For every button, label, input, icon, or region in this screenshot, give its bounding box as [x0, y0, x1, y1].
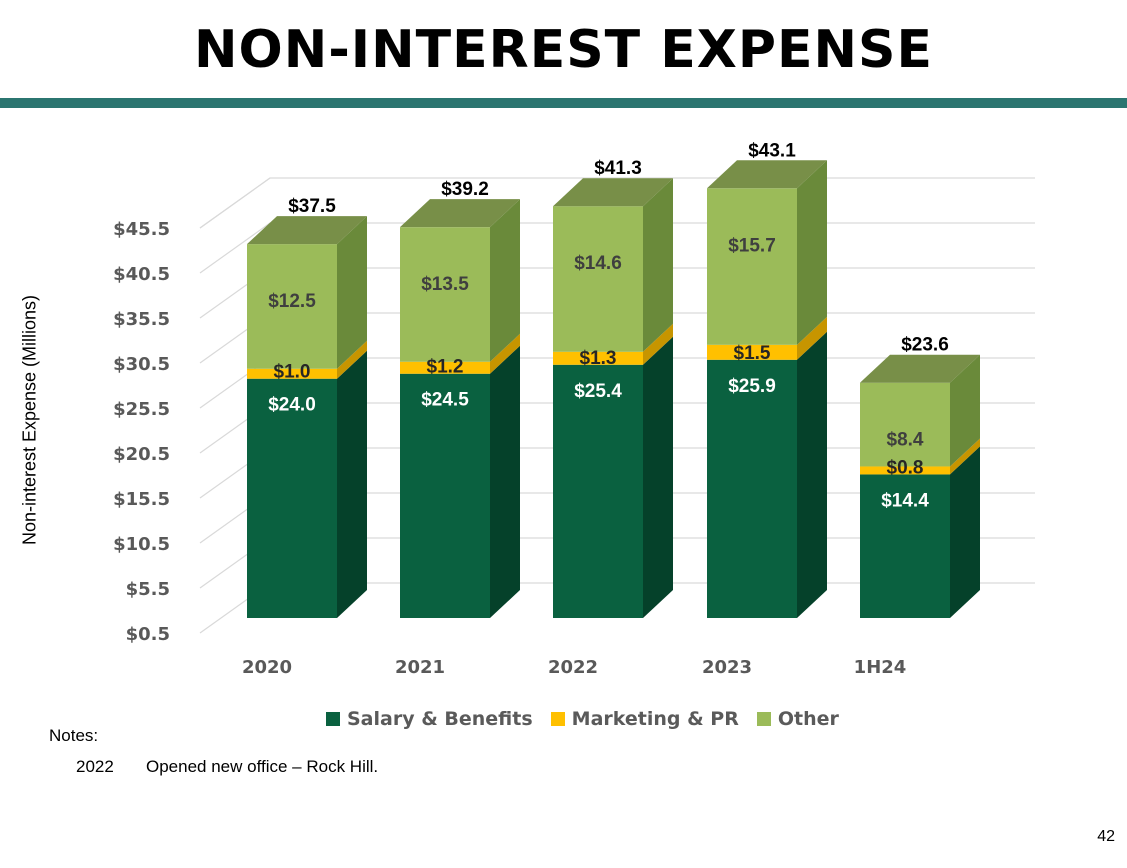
bar-segment-front [707, 359, 797, 618]
bar-top-face [707, 160, 827, 189]
notes-heading: Notes: [49, 726, 99, 745]
x-tick-label: 2023 [702, 657, 752, 678]
data-label: $8.4 [887, 430, 924, 451]
data-label: $24.0 [268, 395, 316, 416]
note-text: Opened new office – Rock Hill. [146, 757, 379, 776]
bar-segment-side [337, 350, 367, 618]
total-label: $37.5 [288, 196, 336, 217]
y-tick-label: $45.5 [113, 219, 170, 240]
bar-segment-side [643, 323, 673, 365]
legend-item-salary: Salary & Benefits [326, 708, 533, 730]
bar-segment-front [860, 474, 950, 618]
bar-segment-front [707, 188, 797, 345]
chart-legend: Salary & Benefits Marketing & PR Other [326, 708, 857, 730]
bar-segment-side [950, 446, 980, 618]
bar-segment-side [797, 316, 827, 360]
legend-label-salary: Salary & Benefits [347, 708, 533, 730]
bar-segment-side [950, 438, 980, 475]
legend-item-other: Other [756, 708, 839, 730]
bar-top-face [247, 216, 367, 245]
y-tick-label: $20.5 [113, 444, 170, 465]
y-tick-label: $0.5 [126, 624, 170, 645]
data-label: $14.6 [574, 253, 622, 274]
legend-label-other: Other [777, 708, 839, 730]
bar-segment-side [337, 216, 367, 369]
bar-segment-front [707, 344, 797, 360]
y-tick-label: $15.5 [113, 489, 170, 510]
legend-label-marketing: Marketing & PR [571, 708, 739, 730]
legend-swatch-other [756, 712, 771, 726]
bar-segment-side [643, 336, 673, 618]
data-label: $13.5 [421, 274, 469, 295]
x-tick-label: 1H24 [854, 657, 907, 678]
total-label: $23.6 [901, 335, 949, 356]
x-tick-label: 2021 [395, 657, 445, 678]
y-tick-label: $10.5 [113, 534, 170, 555]
y-tick-label: $30.5 [113, 354, 170, 375]
data-label: $14.4 [881, 490, 929, 511]
bar-segment-side [337, 340, 367, 379]
total-label: $43.1 [748, 140, 796, 161]
bar-segment-front [860, 466, 950, 475]
total-label: $39.2 [441, 179, 489, 200]
legend-item-marketing: Marketing & PR [550, 708, 739, 730]
note-item: 2022 Opened new office – Rock Hill. [76, 757, 378, 777]
bar-segment-side [490, 333, 520, 374]
bar-segment-front [400, 227, 490, 362]
x-tick-label: 2020 [242, 657, 292, 678]
y-tick-label: $40.5 [113, 264, 170, 285]
note-year: 2022 [76, 757, 114, 776]
bar-segment-front [553, 206, 643, 352]
data-label: $12.5 [268, 291, 316, 312]
bar-segment-side [950, 354, 980, 467]
page-number: 42 [1097, 828, 1115, 845]
data-label: $1.3 [580, 348, 617, 369]
data-label: $24.5 [421, 390, 469, 411]
bar-segment-front [400, 361, 490, 374]
title-divider [0, 98, 1127, 108]
y-tick-label: $5.5 [126, 579, 170, 600]
bar-top-face [860, 354, 980, 383]
gridline [199, 177, 271, 229]
data-label: $25.9 [728, 376, 776, 397]
y-tick-label: $35.5 [113, 309, 170, 330]
bar-segment-front [553, 351, 643, 365]
bar-top-face [553, 178, 673, 207]
bar-segment-side [643, 178, 673, 352]
bar-segment-front [400, 373, 490, 618]
bar-top-face [400, 199, 520, 228]
bar-segment-front [247, 368, 337, 379]
y-tick-label: $25.5 [113, 399, 170, 420]
bar-segment-front [860, 382, 950, 467]
legend-swatch-marketing [550, 712, 565, 726]
data-label: $1.2 [427, 357, 464, 378]
bar-segment-front [553, 364, 643, 618]
bar-segment-front [247, 244, 337, 369]
data-label: $0.8 [887, 457, 924, 478]
legend-swatch-salary [326, 712, 340, 726]
bar-segment-side [797, 331, 827, 618]
total-label: $41.3 [594, 158, 642, 179]
page-title: NON-INTEREST EXPENSE [193, 20, 933, 80]
bar-segment-side [490, 199, 520, 362]
data-label: $15.7 [728, 235, 776, 256]
data-label: $1.5 [734, 343, 771, 364]
data-label: $1.0 [274, 362, 311, 383]
bar-segment-front [247, 378, 337, 618]
bar-segment-side [490, 345, 520, 618]
bar-segment-side [797, 160, 827, 345]
data-label: $25.4 [574, 381, 622, 402]
x-tick-label: 2022 [548, 657, 598, 678]
